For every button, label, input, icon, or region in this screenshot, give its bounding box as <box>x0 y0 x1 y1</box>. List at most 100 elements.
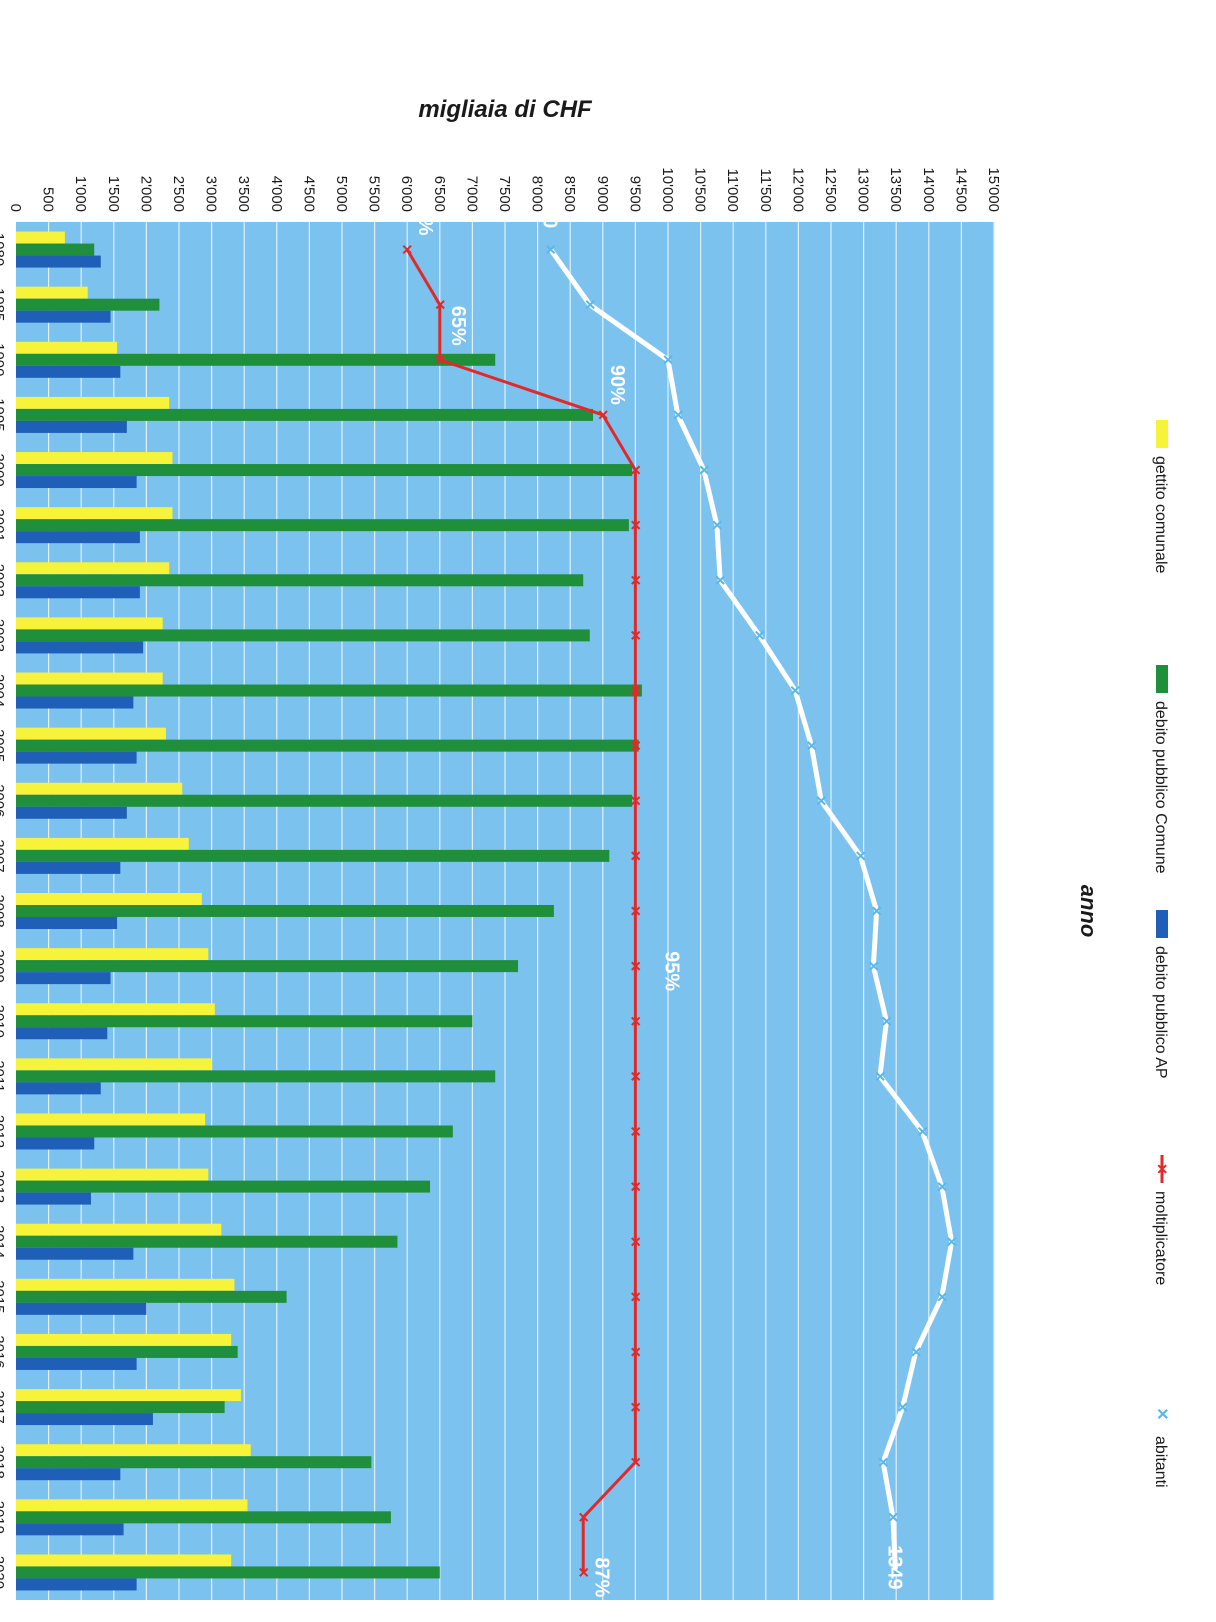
moltiplicatore-marker: × <box>625 630 645 641</box>
y-tick-label: 5'000 <box>333 176 350 212</box>
bar <box>16 1168 209 1181</box>
moltiplicatore-marker: × <box>625 1071 645 1082</box>
bar <box>15 507 173 520</box>
moltiplicatore-marker: × <box>625 1236 645 1247</box>
bar <box>16 1511 391 1524</box>
bar <box>15 1554 232 1567</box>
x-axis-label: anno <box>1076 885 1101 938</box>
y-tick-label: 500 <box>40 187 57 212</box>
annotation-molt-1995: 90% <box>606 365 628 405</box>
moltiplicatore-marker: × <box>625 1292 645 1303</box>
x-tick-label: 1985 <box>0 288 7 321</box>
legend: gettito comunale debito pubblico Comune de… <box>1151 420 1173 1488</box>
moltiplicatore-marker: × <box>573 1567 593 1578</box>
y-tick-label: 4'000 <box>268 176 285 212</box>
y-tick-label: 4'500 <box>300 176 317 212</box>
x-tick-label: 2017 <box>0 1390 7 1423</box>
y-tick-label: 8'500 <box>561 176 578 212</box>
moltiplicatore-marker: × <box>625 961 645 972</box>
abitanti-marker: × <box>876 1016 896 1027</box>
y-tick-label: 2'000 <box>137 176 154 212</box>
bar <box>15 452 173 465</box>
bar <box>15 476 137 489</box>
moltiplicatore-marker: × <box>625 1347 645 1358</box>
bar <box>15 1523 124 1536</box>
annotation-molt-1980: 60% <box>414 196 436 236</box>
x-tick-label: 2002 <box>0 564 7 597</box>
moltiplicatore-marker: × <box>625 520 645 531</box>
y-tick-label: 13'000 <box>855 167 872 212</box>
bar <box>15 298 160 311</box>
moltiplicatore-marker: × <box>625 1016 645 1027</box>
bar <box>15 353 496 366</box>
legend-swatch <box>1156 910 1168 938</box>
x-tick-label: 2009 <box>0 949 7 982</box>
legend-label: moltiplicatore <box>1152 1191 1169 1285</box>
bar <box>15 672 163 685</box>
bar <box>16 1082 101 1095</box>
x-tick-label: 2008 <box>0 894 7 927</box>
x-tick-label: 2013 <box>0 1170 7 1203</box>
annotation-abitanti-first: 820 <box>539 195 561 228</box>
bar <box>16 1027 108 1040</box>
bar <box>16 1113 206 1126</box>
x-tick-label: 2000 <box>0 453 7 486</box>
abitanti-marker: × <box>668 410 688 421</box>
bar <box>16 739 639 752</box>
moltiplicatore-marker: × <box>625 740 645 751</box>
bar <box>16 464 633 477</box>
abitanti-marker: × <box>541 244 561 255</box>
y-tick-label: 2'500 <box>170 176 187 212</box>
x-tick-label: 2006 <box>0 784 7 817</box>
bar <box>16 905 554 917</box>
bar <box>16 641 144 654</box>
y-tick-label: 14'500 <box>952 167 969 212</box>
bar <box>16 917 118 929</box>
y-tick-label: 10'500 <box>692 167 709 212</box>
bar <box>15 960 519 973</box>
y-tick-label: 10'000 <box>659 167 676 212</box>
abitanti-marker: × <box>694 465 714 476</box>
legend-marker: × <box>1151 1408 1173 1420</box>
y-tick-label: 11'000 <box>724 169 741 212</box>
bars <box>15 231 642 1591</box>
legend-label: abitanti <box>1152 1436 1169 1488</box>
x-tick-label: 2015 <box>0 1280 7 1313</box>
x-tick-label: 2014 <box>0 1225 7 1258</box>
abitanti-marker: × <box>867 906 887 917</box>
bar <box>15 562 170 575</box>
abitanti-marker: × <box>912 1126 932 1137</box>
abitanti-marker: × <box>710 575 730 586</box>
moltiplicatore-marker: × <box>625 796 645 807</box>
bar <box>15 1468 121 1481</box>
bar <box>16 849 610 862</box>
annotation-molt-mid: 95% <box>660 951 682 991</box>
abitanti-line <box>548 248 955 1573</box>
abitanti-marker: × <box>785 685 805 696</box>
moltiplicatore-marker: × <box>430 355 450 366</box>
bar <box>16 1223 222 1236</box>
bar <box>15 1278 235 1291</box>
abitanti-marker: × <box>893 1402 913 1413</box>
abitanti-marker: × <box>850 851 870 862</box>
bar <box>15 1247 134 1260</box>
moltiplicatore-marker: × <box>625 1457 645 1468</box>
bar <box>16 519 629 532</box>
x-tick-label: 2011 <box>0 1060 7 1092</box>
bar <box>16 1345 238 1358</box>
bar <box>15 1003 215 1016</box>
bar <box>15 420 127 433</box>
bar <box>16 1015 473 1028</box>
bar <box>16 629 590 642</box>
legend-swatch <box>1156 665 1168 693</box>
x-tick-label: 2019 <box>0 1501 7 1534</box>
bar <box>16 1499 248 1512</box>
moltiplicatore-marker: × <box>625 1181 645 1192</box>
y-tick-label: 9'500 <box>626 176 643 212</box>
abitanti-marker: × <box>932 1292 952 1303</box>
bar <box>16 231 65 244</box>
legend-label: debito pubblico Comune <box>1152 701 1169 874</box>
y-tick-label: 12'500 <box>822 167 839 212</box>
bar <box>16 794 633 807</box>
